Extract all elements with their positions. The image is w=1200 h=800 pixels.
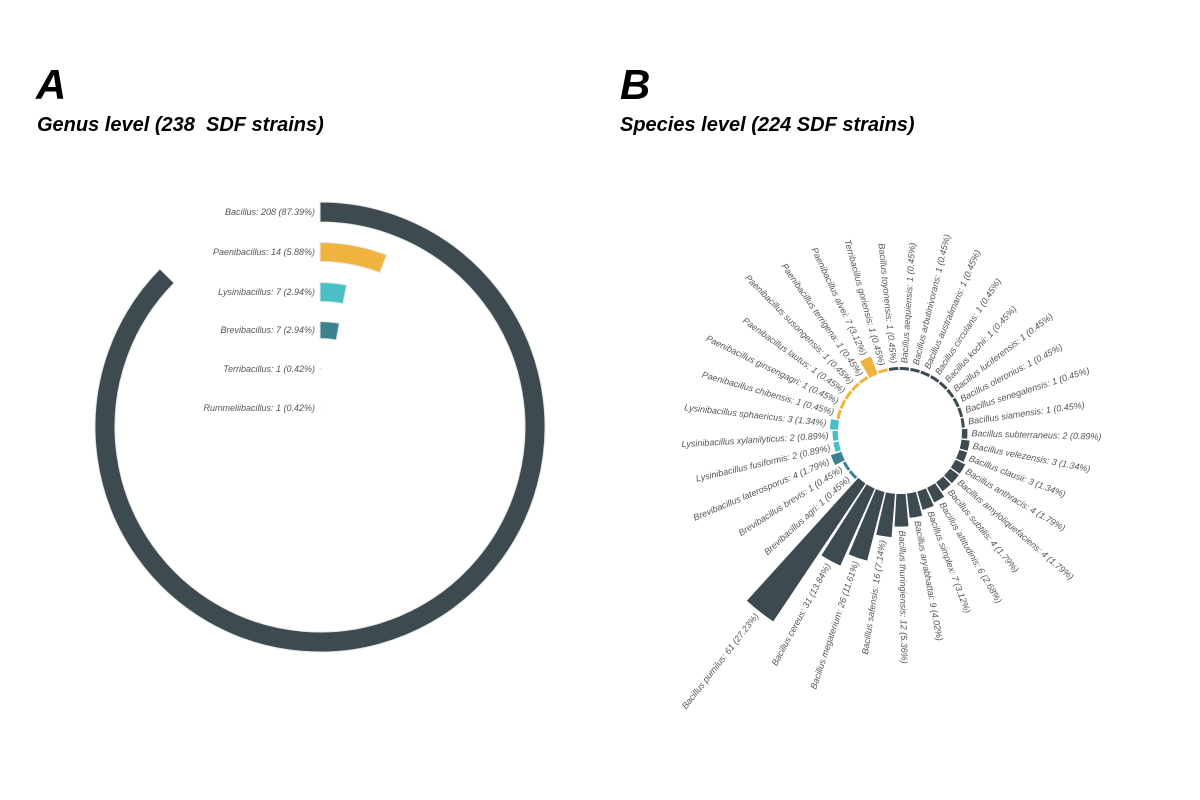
species-bar-bacillus-circulans bbox=[929, 375, 940, 383]
species-bar-bacillus-simplex bbox=[917, 488, 934, 510]
species-label-lysinibacillus-xylanilyticus: Lysinibacillus xylanilyticus: 2 (0.89%) bbox=[681, 431, 829, 450]
species-bar-paenibacillus-susongensis bbox=[851, 382, 860, 392]
genus-label-rummeliibacillus: Rummeliibacillus: 1 (0.42%) bbox=[203, 403, 315, 413]
species-bar-lysinibacillus-xylanilyticus bbox=[832, 430, 839, 441]
genus-label-lysinibacillus: Lysinibacillus: 7 (2.94%) bbox=[218, 287, 315, 297]
species-label-bacillus-subterraneus: Bacillus subterraneus: 2 (0.89%) bbox=[971, 428, 1101, 441]
species-bar-paenibacillus-terrigena bbox=[858, 376, 869, 384]
species-label-bacillus-thuringiensis: Bacillus thuringiensis: 12 (5.36%) bbox=[897, 531, 909, 664]
species-bar-lysinibacillus-fusiformis bbox=[833, 441, 841, 453]
genus-label-terribacillus: Terribacillus: 1 (0.42%) bbox=[223, 364, 315, 374]
species-bar-paenibacillus-lautus bbox=[844, 390, 853, 400]
panel-a-title: Genus level (238 SDF strains) bbox=[37, 114, 324, 136]
species-bar-bacillus-pumilus bbox=[746, 477, 866, 622]
genus-bar-brevibacillus bbox=[319, 320, 340, 341]
species-bar-bacillus-subtilis bbox=[936, 476, 951, 492]
species-bar-lysinibacillus-sphaericus bbox=[829, 419, 840, 430]
panel-b-title: Species level (224 SDF strains) bbox=[620, 114, 915, 136]
panel-a-letter: A bbox=[36, 61, 67, 108]
species-bar-terribacillus-goriensis bbox=[878, 368, 888, 374]
species-bar-bacillus-luciferensis bbox=[946, 388, 955, 399]
species-bar-paenibacillus-ginsengagri bbox=[839, 399, 847, 410]
genus-bar-rummeliibacillus bbox=[319, 406, 322, 410]
genus-label-bacillus: Bacillus: 208 (87.39%) bbox=[225, 207, 315, 217]
species-bar-brevibacillus-brevis bbox=[842, 461, 851, 471]
species-bar-bacillus-cereus bbox=[821, 484, 875, 566]
genus-bar-bacillus bbox=[94, 201, 546, 653]
species-bar-paenibacillus-alvei bbox=[860, 356, 878, 379]
genus-label-brevibacillus: Brevibacillus: 7 (2.94%) bbox=[220, 325, 315, 335]
species-label-bacillus-pumilus: Bacillus pumilus: 61 (27.23%) bbox=[680, 611, 761, 711]
species-bar-bacillus-safensis bbox=[876, 492, 896, 538]
species-circular-bar-chart: Bacillus pumilus: 61 (27.23%) Bacillus ce… bbox=[680, 233, 1102, 711]
panel-b-letter: B bbox=[620, 61, 651, 108]
species-bar-paenibacillus-chibensis bbox=[836, 409, 842, 420]
species-bar-bacillus-toyonensis bbox=[888, 367, 899, 371]
species-bar-bacillus-clausii bbox=[956, 449, 968, 462]
genus-radial-bar-chart: Bacillus: 208 (87.39%) Paenibacillus: 14 … bbox=[94, 201, 546, 653]
genus-bar-paenibacillus bbox=[319, 241, 388, 274]
species-bar-bacillus-oleronius bbox=[952, 397, 960, 408]
genus-bar-terribacillus bbox=[319, 367, 323, 371]
species-bar-bacillus-arbutinivorans bbox=[910, 367, 920, 373]
species-bar-bacillus-aequiensis bbox=[899, 366, 910, 371]
genus-bar-lysinibacillus bbox=[319, 281, 348, 305]
species-bar-bacillus-australimaris bbox=[920, 370, 931, 378]
species-bar-bacillus-altitudinis bbox=[927, 483, 945, 503]
species-bar-brevibacillus-agri bbox=[848, 470, 858, 480]
species-bar-bacillus-aryabhattai bbox=[906, 491, 923, 518]
genus-label-paenibacillus: Paenibacillus: 14 (5.88%) bbox=[213, 247, 315, 257]
species-bar-bacillus-anthracis bbox=[950, 459, 966, 474]
species-bar-bacillus-velezensis bbox=[959, 439, 970, 451]
species-bar-bacillus-subterraneus bbox=[961, 428, 968, 439]
species-bar-bacillus-amyloliquefaciens bbox=[944, 468, 959, 484]
species-bar-brevibacillus-laterosporus bbox=[830, 451, 845, 466]
species-bar-bacillus-kochii bbox=[938, 381, 948, 390]
species-bar-bacillus-thuringiensis bbox=[894, 493, 909, 527]
species-bar-bacillus-siamensis bbox=[960, 418, 965, 428]
species-bar-bacillus-megaterium bbox=[848, 489, 885, 561]
species-bar-bacillus-senegalensis bbox=[957, 407, 964, 418]
